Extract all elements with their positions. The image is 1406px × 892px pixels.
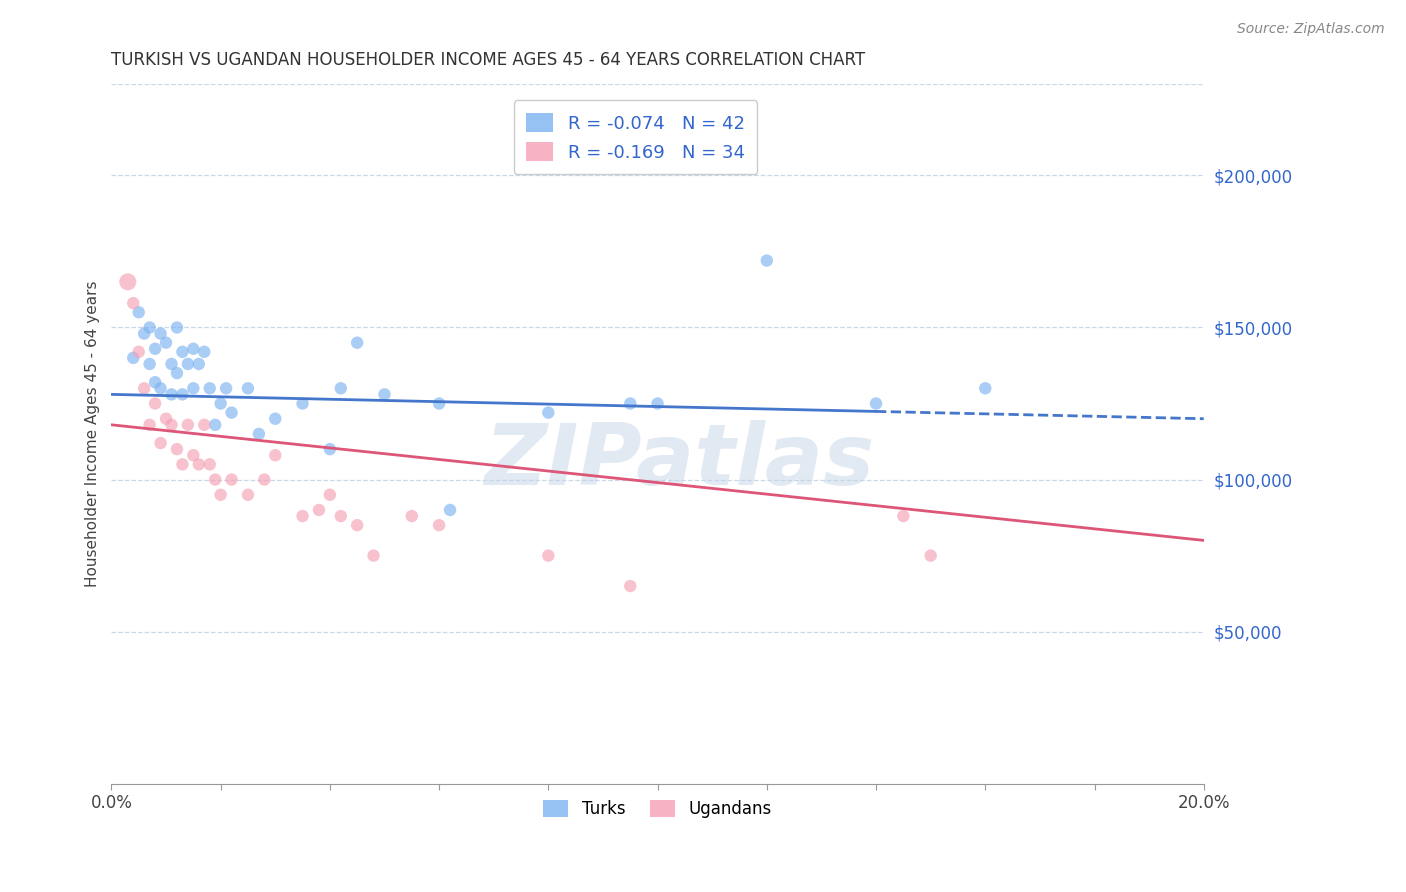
Point: [177, 357, 200, 371]
Point: [155, 335, 177, 350]
Point: [138, 357, 160, 371]
Point: [166, 366, 188, 380]
Point: [329, 509, 352, 524]
Point: [537, 549, 560, 563]
Point: [172, 458, 194, 472]
Point: [122, 351, 145, 365]
Point: [319, 442, 342, 457]
Point: [187, 357, 209, 371]
Point: [264, 448, 287, 462]
Point: [198, 458, 221, 472]
Point: [138, 320, 160, 334]
Point: [236, 381, 259, 395]
Point: [177, 417, 200, 432]
Point: [221, 473, 243, 487]
Point: [373, 387, 395, 401]
Point: [439, 503, 461, 517]
Point: [346, 335, 368, 350]
Point: [236, 488, 259, 502]
Point: [329, 381, 352, 395]
Point: [160, 357, 183, 371]
Point: [204, 417, 226, 432]
Point: [149, 436, 172, 450]
Point: [209, 488, 232, 502]
Point: [865, 396, 887, 410]
Point: [319, 488, 342, 502]
Text: Source: ZipAtlas.com: Source: ZipAtlas.com: [1237, 22, 1385, 37]
Point: [204, 473, 226, 487]
Point: [308, 503, 330, 517]
Point: [247, 426, 270, 441]
Point: [128, 344, 150, 359]
Point: [209, 396, 232, 410]
Point: [172, 387, 194, 401]
Point: [183, 342, 205, 356]
Point: [619, 396, 641, 410]
Point: [291, 396, 314, 410]
Point: [198, 381, 221, 395]
Point: [920, 549, 942, 563]
Point: [755, 253, 778, 268]
Point: [138, 417, 160, 432]
Point: [143, 342, 166, 356]
Point: [183, 381, 205, 395]
Point: [193, 417, 215, 432]
Y-axis label: Householder Income Ages 45 - 64 years: Householder Income Ages 45 - 64 years: [86, 281, 100, 587]
Point: [166, 320, 188, 334]
Point: [122, 296, 145, 310]
Point: [346, 518, 368, 533]
Point: [143, 396, 166, 410]
Point: [427, 396, 450, 410]
Point: [619, 579, 641, 593]
Point: [215, 381, 238, 395]
Legend: Turks, Ugandans: Turks, Ugandans: [537, 793, 779, 824]
Point: [253, 473, 276, 487]
Text: TURKISH VS UGANDAN HOUSEHOLDER INCOME AGES 45 - 64 YEARS CORRELATION CHART: TURKISH VS UGANDAN HOUSEHOLDER INCOME AG…: [111, 51, 866, 69]
Point: [149, 381, 172, 395]
Point: [264, 411, 287, 425]
Point: [166, 442, 188, 457]
Point: [128, 305, 150, 319]
Point: [363, 549, 385, 563]
Point: [187, 458, 209, 472]
Point: [183, 448, 205, 462]
Point: [172, 344, 194, 359]
Point: [891, 509, 914, 524]
Point: [193, 344, 215, 359]
Point: [537, 406, 560, 420]
Point: [134, 326, 156, 341]
Point: [160, 387, 183, 401]
Point: [401, 509, 423, 524]
Point: [221, 406, 243, 420]
Text: ZIPatlas: ZIPatlas: [484, 420, 875, 503]
Point: [143, 375, 166, 389]
Point: [117, 275, 139, 289]
Point: [155, 411, 177, 425]
Point: [134, 381, 156, 395]
Point: [149, 326, 172, 341]
Point: [647, 396, 669, 410]
Point: [291, 509, 314, 524]
Point: [427, 518, 450, 533]
Point: [974, 381, 997, 395]
Point: [160, 417, 183, 432]
